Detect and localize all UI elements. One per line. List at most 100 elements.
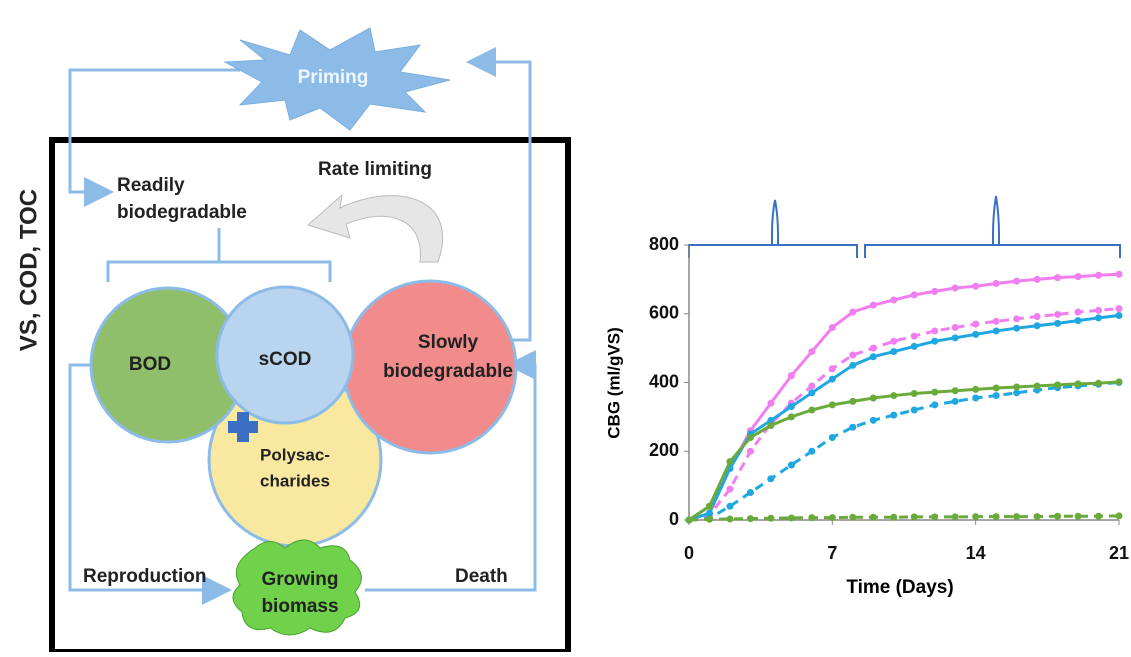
series-point bbox=[931, 401, 938, 408]
reproduction-label: Reproduction bbox=[83, 566, 207, 587]
series-point bbox=[952, 513, 959, 520]
series-point bbox=[1116, 312, 1123, 319]
biomass-label: biomass bbox=[261, 596, 338, 617]
series-point bbox=[952, 398, 959, 405]
series-point bbox=[726, 503, 733, 510]
diagram: VS, COD, TOC Priming Readily biodegradab… bbox=[15, 28, 568, 652]
series-point bbox=[870, 417, 877, 424]
series-point bbox=[788, 462, 795, 469]
series-point bbox=[1034, 382, 1041, 389]
series-point bbox=[931, 338, 938, 345]
slowly-label: biodegradable bbox=[383, 361, 513, 382]
series-point bbox=[952, 387, 959, 394]
series-point bbox=[931, 327, 938, 334]
x-tick-label: 21 bbox=[1109, 543, 1129, 563]
series-point bbox=[1034, 513, 1041, 520]
series-point bbox=[808, 448, 815, 455]
series-line bbox=[689, 309, 1119, 520]
series-point bbox=[870, 345, 877, 352]
series-point bbox=[767, 515, 774, 522]
series-point bbox=[1034, 313, 1041, 320]
series-point bbox=[931, 389, 938, 396]
series-point bbox=[911, 333, 918, 340]
series-point bbox=[931, 513, 938, 520]
series-point bbox=[1095, 380, 1102, 387]
x-tick-label: 7 bbox=[827, 543, 837, 563]
series-point bbox=[1116, 305, 1123, 312]
series-point bbox=[993, 385, 1000, 392]
series-point bbox=[808, 514, 815, 521]
series-point bbox=[706, 516, 713, 523]
series-point bbox=[890, 338, 897, 345]
series-point bbox=[1075, 273, 1082, 280]
series-point bbox=[1095, 513, 1102, 520]
y-tick-label: 0 bbox=[669, 509, 679, 529]
series-point bbox=[952, 284, 959, 291]
series-point bbox=[849, 514, 856, 521]
series-point bbox=[767, 475, 774, 482]
series-point bbox=[808, 407, 815, 414]
series-point bbox=[747, 448, 754, 455]
bod-label: BOD bbox=[129, 354, 171, 375]
series-point bbox=[767, 400, 774, 407]
series-point bbox=[890, 348, 897, 355]
y-tick-label: 800 bbox=[649, 234, 679, 254]
series-point bbox=[993, 318, 1000, 325]
series-point bbox=[849, 424, 856, 431]
series-point bbox=[788, 514, 795, 521]
series-point bbox=[706, 503, 713, 510]
series-point bbox=[1054, 381, 1061, 388]
series-point bbox=[1054, 320, 1061, 327]
series-point bbox=[993, 513, 1000, 520]
series-point bbox=[829, 376, 836, 383]
series-point bbox=[788, 403, 795, 410]
series-point bbox=[993, 327, 1000, 334]
bracket bbox=[689, 200, 857, 258]
series-point bbox=[788, 372, 795, 379]
polysaccharides-label: Polysac- bbox=[260, 445, 330, 464]
series-point bbox=[1075, 317, 1082, 324]
series-point bbox=[767, 422, 774, 429]
series-point bbox=[911, 407, 918, 414]
series-point bbox=[1034, 276, 1041, 283]
series-point bbox=[890, 297, 897, 304]
series-line bbox=[689, 274, 1119, 520]
series-point bbox=[849, 352, 856, 359]
side-label: VS, COD, TOC bbox=[15, 189, 42, 351]
series-point bbox=[1116, 512, 1123, 519]
series-point bbox=[849, 362, 856, 369]
series-line bbox=[689, 315, 1119, 520]
series-point bbox=[890, 392, 897, 399]
series-point bbox=[1013, 513, 1020, 520]
series-point bbox=[829, 434, 836, 441]
series-point bbox=[1013, 325, 1020, 332]
series-point bbox=[1054, 513, 1061, 520]
series-point bbox=[1075, 309, 1082, 316]
series-point bbox=[849, 309, 856, 316]
y-tick-label: 600 bbox=[649, 303, 679, 323]
series-point bbox=[1013, 315, 1020, 322]
series-point bbox=[870, 302, 877, 309]
series-point bbox=[1116, 378, 1123, 385]
series-point bbox=[829, 324, 836, 331]
series-point bbox=[972, 394, 979, 401]
x-tick-label: 14 bbox=[966, 543, 986, 563]
series-point bbox=[726, 515, 733, 522]
y-tick-label: 400 bbox=[649, 371, 679, 391]
series-point bbox=[726, 486, 733, 493]
series-point bbox=[1116, 271, 1123, 278]
series-point bbox=[808, 389, 815, 396]
series-point bbox=[829, 514, 836, 521]
series-point bbox=[890, 514, 897, 521]
series-point bbox=[1095, 314, 1102, 321]
readily-label: biodegradable bbox=[117, 202, 247, 223]
series-point bbox=[788, 413, 795, 420]
series-point bbox=[993, 280, 1000, 287]
series-point bbox=[1013, 383, 1020, 390]
series-point bbox=[870, 353, 877, 360]
series-point bbox=[911, 291, 918, 298]
series-point bbox=[1075, 380, 1082, 387]
series-point bbox=[808, 382, 815, 389]
series-point bbox=[870, 394, 877, 401]
series-point bbox=[972, 321, 979, 328]
